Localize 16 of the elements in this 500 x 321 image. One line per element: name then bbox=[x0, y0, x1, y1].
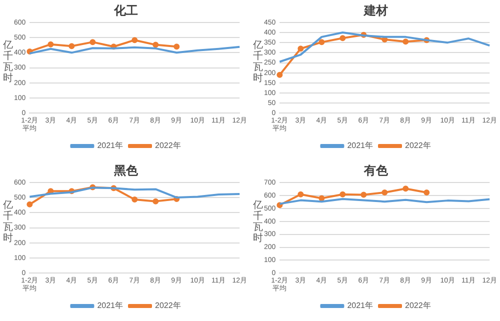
chart-title: 有色 bbox=[363, 163, 389, 178]
chart-title: 化工 bbox=[113, 3, 138, 18]
chart-title: 黑色 bbox=[113, 163, 139, 178]
legend-label: 2021年 bbox=[347, 141, 373, 150]
legend-label: 2021年 bbox=[97, 301, 123, 310]
legend-label: 2022年 bbox=[405, 141, 431, 150]
legend-label: 2021年 bbox=[97, 141, 123, 150]
legend-label: 2022年 bbox=[405, 301, 431, 310]
y-axis-title: 亿千瓦时 bbox=[252, 40, 264, 84]
chart-title: 建材 bbox=[363, 3, 388, 18]
legend-label: 2021年 bbox=[347, 301, 373, 310]
legend-label: 2022年 bbox=[155, 141, 181, 150]
y-axis-title: 亿千瓦时 bbox=[252, 200, 264, 244]
y-axis-title: 亿千瓦时 bbox=[2, 200, 14, 244]
y-axis-title: 亿千瓦时 bbox=[2, 40, 14, 84]
legend-label: 2022年 bbox=[155, 301, 181, 310]
